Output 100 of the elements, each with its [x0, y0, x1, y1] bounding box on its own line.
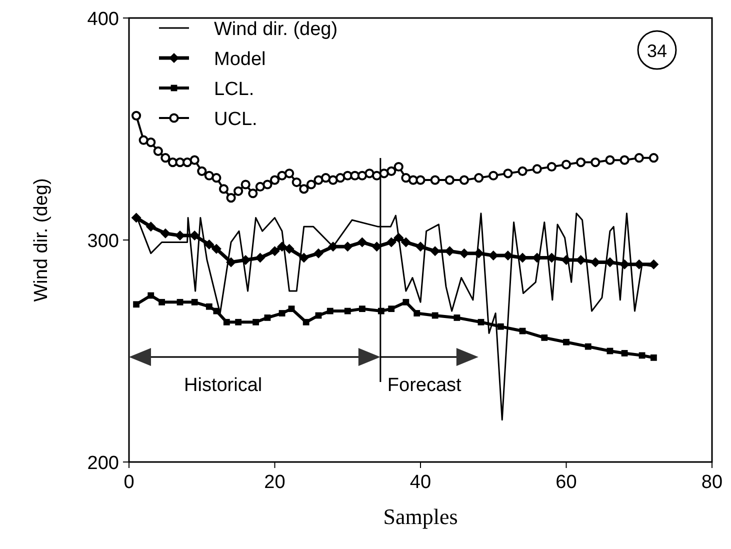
point — [270, 246, 280, 256]
point — [204, 170, 214, 180]
point — [379, 168, 389, 178]
y-tick-label: 200 — [87, 453, 119, 474]
point — [328, 175, 338, 185]
point — [278, 310, 286, 316]
point — [264, 314, 271, 321]
point — [561, 160, 572, 170]
point — [372, 242, 382, 252]
point — [584, 343, 592, 350]
annotation: 34 — [646, 41, 668, 61]
point — [306, 180, 316, 190]
point — [400, 237, 411, 248]
point — [255, 252, 266, 263]
point — [386, 166, 396, 176]
point — [488, 170, 498, 180]
point — [444, 175, 454, 185]
point — [320, 173, 331, 183]
point — [138, 135, 148, 145]
point — [131, 212, 142, 223]
point — [546, 162, 556, 172]
point — [240, 254, 251, 265]
point — [430, 175, 440, 185]
annotation: Forecast — [387, 375, 462, 396]
point — [284, 168, 294, 178]
point — [474, 173, 484, 183]
point — [182, 158, 192, 168]
point — [255, 182, 265, 192]
point — [364, 168, 374, 178]
point — [234, 186, 244, 196]
point — [314, 175, 324, 185]
x-tick-label: 80 — [701, 472, 723, 493]
point — [590, 257, 600, 268]
point — [146, 138, 156, 148]
point — [416, 175, 426, 185]
point — [148, 292, 154, 299]
point — [298, 252, 309, 263]
point — [388, 306, 395, 312]
point — [226, 193, 236, 203]
point — [153, 146, 163, 156]
point — [621, 350, 628, 356]
point — [518, 166, 528, 176]
point — [605, 155, 615, 165]
point — [638, 352, 646, 359]
point — [190, 230, 200, 241]
point — [302, 318, 310, 326]
point — [394, 232, 404, 243]
y-tick-label: 400 — [87, 9, 119, 30]
legend-label: Wind dir. (deg) — [214, 19, 338, 40]
point — [226, 257, 236, 268]
point — [240, 180, 250, 190]
point — [497, 323, 504, 330]
point — [402, 298, 410, 306]
point — [211, 244, 222, 254]
legend-label: UCL. — [214, 109, 258, 130]
point — [620, 155, 630, 165]
point — [386, 237, 396, 248]
point — [459, 248, 470, 258]
point — [288, 306, 295, 312]
y-axis-title: Wind dir. (deg) — [31, 178, 52, 302]
point — [146, 222, 156, 232]
point — [444, 246, 455, 256]
point — [133, 301, 140, 308]
point — [576, 254, 586, 265]
point — [634, 153, 644, 163]
point — [223, 318, 230, 326]
point — [270, 175, 280, 185]
point — [416, 242, 426, 252]
point — [454, 314, 460, 321]
point — [342, 242, 353, 252]
point — [648, 259, 659, 270]
point — [313, 248, 324, 258]
x-tick-label: 0 — [124, 472, 134, 493]
point — [378, 308, 384, 314]
point — [650, 354, 657, 361]
point — [190, 155, 200, 165]
point — [206, 303, 212, 310]
point — [284, 244, 294, 254]
legend-label: Model — [214, 49, 266, 70]
point — [326, 308, 334, 314]
y-tick-label: 300 — [87, 231, 119, 252]
point — [401, 173, 411, 183]
point — [478, 318, 484, 326]
point — [357, 170, 367, 180]
point — [336, 173, 346, 183]
point — [277, 170, 287, 180]
x-tick-label: 20 — [264, 472, 286, 493]
point — [634, 259, 644, 270]
point — [372, 170, 382, 180]
point — [191, 298, 198, 306]
point — [131, 110, 142, 120]
point — [252, 318, 259, 326]
x-axis-title: Samples — [383, 504, 458, 529]
point — [158, 298, 165, 306]
point — [590, 158, 600, 168]
point — [459, 175, 470, 185]
point — [563, 338, 570, 346]
point — [474, 248, 484, 258]
point — [357, 237, 368, 248]
point — [212, 173, 222, 183]
